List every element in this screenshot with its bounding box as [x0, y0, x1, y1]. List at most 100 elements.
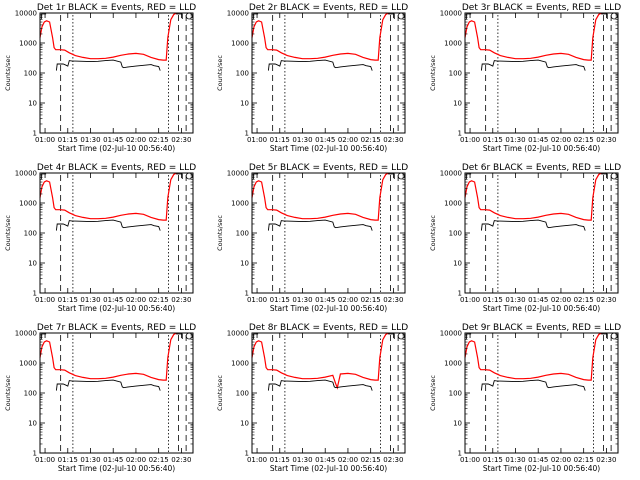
plot-frame	[464, 12, 619, 134]
plot-frame	[39, 332, 194, 454]
events-series-line	[267, 379, 373, 391]
panel-title: Det 7r BLACK = Events, RED = LLD	[37, 323, 196, 333]
x-tick-label: 01:00	[460, 296, 480, 304]
y-tick-label: 1	[458, 290, 462, 298]
x-tick-label: 01:15	[58, 136, 78, 144]
x-tick-label: 02:00	[551, 296, 571, 304]
x-tick-label: 01:45	[528, 136, 548, 144]
y-axis-label: Counts/sec	[4, 215, 12, 251]
bracket-marker	[466, 333, 472, 339]
x-tick-label: 02:00	[551, 456, 571, 464]
x-tick-label: 01:30	[80, 136, 100, 144]
lld-series-line	[251, 12, 391, 61]
x-tick-label: 01:30	[292, 136, 312, 144]
x-tick-label: 02:00	[338, 136, 358, 144]
panel-title: Det 9r BLACK = Events, RED = LLD	[462, 323, 621, 333]
x-tick-label: 01:15	[483, 296, 503, 304]
x-axis-label: Start Time (02-Jul-10 00:56:40)	[483, 144, 600, 153]
x-tick-label: 01:15	[58, 296, 78, 304]
x-tick-label: 02:30	[171, 296, 191, 304]
y-tick-label: 1000	[231, 40, 249, 48]
x-tick-label: 02:30	[383, 456, 403, 464]
y-tick-label: 10	[453, 420, 462, 428]
bracket-marker	[388, 333, 395, 339]
y-tick-label: 1000	[19, 40, 37, 48]
events-series-line	[480, 219, 586, 231]
y-tick-label: 10	[453, 100, 462, 108]
x-tick-label: 01:00	[35, 296, 55, 304]
bracket-marker	[41, 13, 47, 19]
y-tick-label: 1000	[231, 360, 249, 368]
x-tick-label: 01:00	[460, 136, 480, 144]
lld-series-line	[39, 172, 179, 221]
y-tick-label: 1	[33, 130, 37, 138]
lld-series-line	[464, 332, 604, 381]
panel-title: Det 2r BLACK = Events, RED = LLD	[249, 3, 408, 13]
y-tick-label: 1000	[19, 360, 37, 368]
y-axis-label: Counts/sec	[216, 215, 224, 251]
x-tick-label: 01:45	[315, 136, 335, 144]
x-tick-label: 01:45	[103, 296, 123, 304]
x-tick-label: 02:30	[171, 136, 191, 144]
x-tick-label: 01:30	[292, 296, 312, 304]
bracket-marker	[253, 13, 259, 19]
bracket-marker	[601, 13, 608, 19]
x-tick-label: 01:30	[292, 456, 312, 464]
lld-series-line	[464, 12, 604, 61]
x-axis-label: Start Time (02-Jul-10 00:56:40)	[58, 464, 175, 473]
x-axis-label: Start Time (02-Jul-10 00:56:40)	[483, 304, 600, 313]
y-tick-label: 100	[236, 70, 249, 78]
x-tick-label: 01:00	[247, 296, 267, 304]
y-tick-label: 10000	[440, 10, 462, 18]
panel-title: Det 3r BLACK = Events, RED = LLD	[462, 3, 621, 13]
y-tick-label: 1	[458, 130, 462, 138]
plot-frame	[251, 332, 406, 454]
y-tick-label: 100	[236, 230, 249, 238]
x-tick-label: 02:30	[596, 296, 616, 304]
x-axis-label: Start Time (02-Jul-10 00:56:40)	[483, 464, 600, 473]
y-tick-label: 1	[245, 130, 249, 138]
x-tick-label: 01:00	[460, 456, 480, 464]
x-tick-label: 02:15	[361, 296, 381, 304]
x-tick-label: 02:15	[574, 296, 594, 304]
panel-title: Det 6r BLACK = Events, RED = LLD	[462, 163, 621, 173]
y-tick-label: 100	[449, 390, 462, 398]
x-tick-label: 02:00	[126, 136, 146, 144]
bracket-marker	[253, 333, 259, 339]
y-tick-label: 10	[28, 260, 37, 268]
plot-frame	[251, 12, 406, 134]
x-tick-label: 02:30	[596, 136, 616, 144]
x-tick-label: 02:15	[149, 456, 169, 464]
x-tick-label: 01:45	[528, 456, 548, 464]
y-tick-label: 10	[240, 260, 249, 268]
x-tick-label: 02:15	[574, 456, 594, 464]
x-tick-label: 02:15	[149, 136, 169, 144]
plot-frame	[464, 172, 619, 294]
y-tick-label: 10000	[15, 170, 37, 178]
x-tick-label: 01:15	[270, 456, 290, 464]
bracket-marker	[466, 173, 472, 179]
x-tick-label: 02:30	[596, 456, 616, 464]
lld-series-line	[251, 332, 391, 390]
x-tick-label: 02:15	[361, 456, 381, 464]
x-axis-label: Start Time (02-Jul-10 00:56:40)	[270, 464, 387, 473]
x-tick-label: 02:00	[126, 456, 146, 464]
bracket-marker	[466, 13, 472, 19]
events-series-line	[55, 219, 161, 231]
bracket-marker	[388, 13, 395, 19]
detector-panel: 1 10 100 1000 10000 01:00 01:15 01:30 01:45 02:00…	[216, 163, 408, 313]
y-tick-label: 10000	[227, 170, 249, 178]
x-tick-label: 01:30	[80, 456, 100, 464]
bracket-marker	[601, 173, 608, 179]
y-tick-label: 100	[24, 390, 37, 398]
bracket-marker	[176, 173, 183, 179]
detector-panel: 1 10 100 1000 10000 01:00 01:15 01:30 01:45 02:00…	[429, 163, 621, 313]
y-tick-label: 10	[28, 100, 37, 108]
bracket-marker	[601, 333, 608, 339]
detector-panel: 1 10 100 1000 10000 01:00 01:15 01:30 01:45 02:00…	[4, 163, 196, 313]
y-tick-label: 1	[245, 450, 249, 458]
plot-frame	[39, 172, 194, 294]
y-tick-label: 10	[240, 420, 249, 428]
y-tick-label: 1000	[444, 360, 462, 368]
y-tick-label: 100	[24, 70, 37, 78]
